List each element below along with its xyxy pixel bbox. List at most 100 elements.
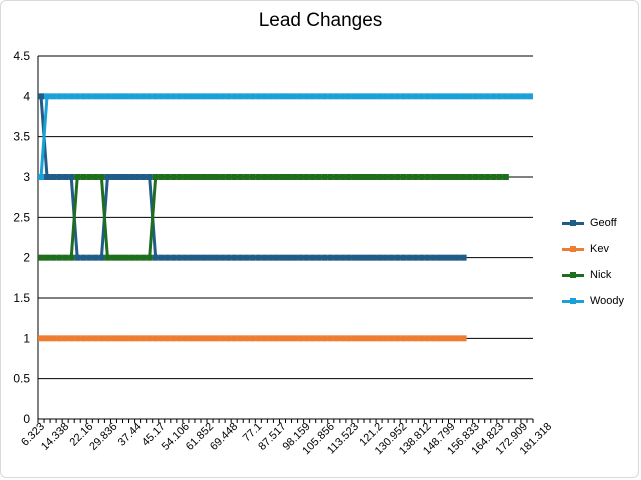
data-point xyxy=(424,93,431,100)
data-point xyxy=(297,93,304,100)
data-point xyxy=(152,254,159,261)
data-point xyxy=(110,335,117,342)
data-point xyxy=(116,335,123,342)
data-point xyxy=(188,93,195,100)
data-point xyxy=(315,93,322,100)
data-point xyxy=(460,335,467,342)
data-point xyxy=(339,335,346,342)
axes xyxy=(37,56,534,423)
data-point xyxy=(225,254,232,261)
data-point xyxy=(164,174,171,180)
data-point xyxy=(140,174,147,180)
data-point xyxy=(146,335,153,342)
data-point xyxy=(279,93,286,100)
data-point xyxy=(309,174,316,180)
data-point xyxy=(339,174,346,180)
data-point xyxy=(194,335,201,342)
data-point xyxy=(339,93,346,100)
data-point xyxy=(116,174,123,180)
data-point xyxy=(394,93,401,100)
data-point xyxy=(400,93,407,100)
data-point xyxy=(394,174,401,180)
data-point xyxy=(182,335,189,342)
data-point xyxy=(370,174,377,180)
data-point xyxy=(122,174,129,180)
data-point xyxy=(98,93,105,100)
y-tick-label: 4 xyxy=(23,89,30,103)
data-point xyxy=(291,335,298,342)
data-point xyxy=(436,335,443,342)
data-point xyxy=(164,335,171,342)
data-point xyxy=(170,335,177,342)
data-point xyxy=(128,174,135,180)
data-point xyxy=(351,93,358,100)
series-geoff xyxy=(38,93,467,261)
data-point xyxy=(182,174,189,180)
data-point xyxy=(194,93,201,100)
data-point xyxy=(92,174,99,180)
data-point xyxy=(74,174,81,180)
data-point xyxy=(363,335,370,342)
data-point xyxy=(382,254,389,261)
data-point xyxy=(370,254,377,261)
data-point xyxy=(86,254,93,261)
data-point xyxy=(249,93,256,100)
data-point xyxy=(44,335,51,342)
data-point xyxy=(104,93,111,100)
data-point xyxy=(261,174,268,180)
data-point xyxy=(44,93,51,100)
data-point xyxy=(508,93,515,100)
data-point xyxy=(176,335,183,342)
data-point xyxy=(363,93,370,100)
data-point xyxy=(62,174,69,180)
data-point xyxy=(188,174,195,180)
data-point xyxy=(110,93,117,100)
data-point xyxy=(327,93,334,100)
data-point xyxy=(249,174,256,180)
legend-label: Nick xyxy=(590,269,612,281)
data-point xyxy=(128,335,135,342)
data-point xyxy=(448,335,455,342)
data-point xyxy=(68,174,75,180)
data-point xyxy=(194,254,201,261)
data-point xyxy=(38,93,45,100)
legend-item-nick: Nick xyxy=(562,265,640,291)
data-point xyxy=(201,254,208,261)
data-point xyxy=(363,254,370,261)
data-point xyxy=(201,335,208,342)
data-point xyxy=(128,254,135,261)
data-point xyxy=(297,174,304,180)
data-point xyxy=(249,335,256,342)
data-point xyxy=(472,174,479,180)
data-point xyxy=(454,254,461,261)
data-point xyxy=(351,174,358,180)
legend: Geoff Kev Nick Woody xyxy=(562,213,640,317)
data-point xyxy=(466,174,473,180)
data-point xyxy=(225,335,232,342)
data-point xyxy=(430,93,437,100)
data-point xyxy=(98,254,105,261)
data-point xyxy=(146,254,153,261)
data-point xyxy=(400,174,407,180)
data-point xyxy=(98,174,105,180)
data-point xyxy=(424,335,431,342)
data-point xyxy=(279,335,286,342)
data-point xyxy=(315,174,322,180)
data-point xyxy=(388,93,395,100)
data-point xyxy=(50,93,57,100)
data-point xyxy=(207,93,214,100)
data-point xyxy=(152,93,159,100)
data-point xyxy=(170,254,177,261)
data-point xyxy=(188,335,195,342)
data-point xyxy=(56,93,63,100)
data-point xyxy=(273,93,280,100)
data-point xyxy=(333,174,340,180)
data-point xyxy=(315,254,322,261)
data-point xyxy=(273,254,280,261)
data-point xyxy=(104,335,111,342)
data-point xyxy=(321,254,328,261)
data-point xyxy=(436,93,443,100)
data-point xyxy=(249,254,256,261)
data-point xyxy=(351,254,358,261)
data-point xyxy=(68,335,75,342)
